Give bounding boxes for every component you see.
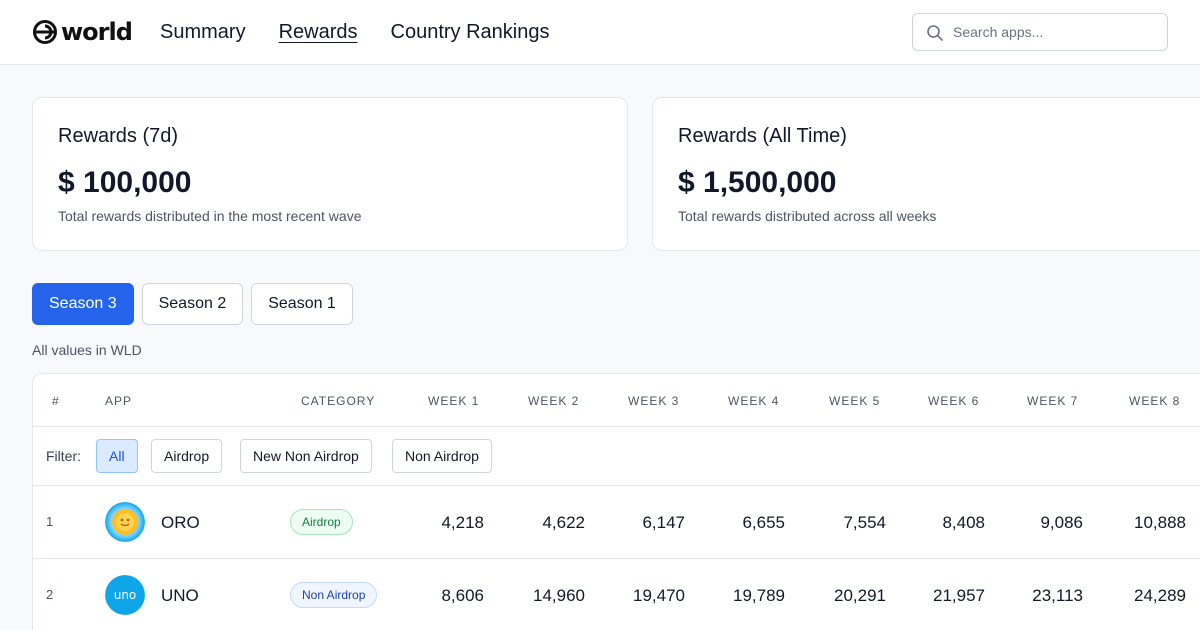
filter-bar: Filter: All Airdrop New Non Airdrop Non … — [33, 427, 1200, 486]
main-nav: Summary Rewards Country Rankings — [160, 19, 582, 45]
season-1-button[interactable]: Season 1 — [251, 283, 353, 325]
filter-non-airdrop-button[interactable]: Non Airdrop — [392, 439, 492, 473]
card-title: Rewards (7d) — [58, 125, 179, 147]
top-header: world Summary Rewards Country Rankings — [0, 0, 1200, 65]
filter-new-non-airdrop-button[interactable]: New Non Airdrop — [240, 439, 372, 473]
column-week-5: Week 5 — [829, 394, 881, 408]
season-tabs: Season 3 Season 2 Season 1 — [32, 283, 361, 325]
week-8-value: 10,888 — [1134, 513, 1186, 532]
table-row[interactable]: 2 uno UNO Non Airdrop 8,606 14,960 19,47… — [33, 559, 1200, 630]
column-week-4: Week 4 — [728, 394, 780, 408]
week-6-value: 21,957 — [933, 586, 985, 605]
search-input[interactable] — [953, 22, 1153, 42]
column-week-6: Week 6 — [928, 394, 980, 408]
column-week-2: Week 2 — [528, 394, 580, 408]
filter-airdrop-button[interactable]: Airdrop — [151, 439, 223, 473]
uno-app-icon: uno — [105, 575, 145, 615]
app-name[interactable]: ORO — [161, 513, 200, 532]
world-logo[interactable]: world — [32, 17, 133, 47]
card-description: Total rewards distributed in the most re… — [58, 208, 362, 224]
season-3-button[interactable]: Season 3 — [32, 283, 134, 325]
nav-rewards[interactable]: Rewards — [278, 21, 358, 43]
table-row[interactable]: 1 ORO Airdrop 4,218 4,622 6,147 6,655 7,… — [33, 486, 1200, 559]
column-rank: # — [52, 394, 60, 408]
week-5-value: 20,291 — [834, 586, 886, 605]
week-4-value: 19,789 — [733, 586, 785, 605]
filter-all-button[interactable]: All — [96, 439, 138, 473]
week-6-value: 8,408 — [942, 513, 985, 532]
row-rank: 2 — [46, 587, 54, 602]
card-description: Total rewards distributed across all wee… — [678, 208, 937, 224]
row-rank: 1 — [46, 514, 54, 529]
week-3-value: 6,147 — [642, 513, 685, 532]
column-week-1: Week 1 — [428, 394, 480, 408]
column-app: App — [105, 394, 133, 408]
search-box[interactable] — [912, 13, 1168, 51]
week-7-value: 9,086 — [1040, 513, 1083, 532]
nav-summary[interactable]: Summary — [160, 21, 246, 43]
filter-label: Filter: — [46, 448, 81, 464]
table-header: # App Category Week 1 Week 2 Week 3 Week… — [33, 374, 1200, 427]
card-value: $ 100,000 — [58, 166, 192, 199]
svg-text:uno: uno — [114, 588, 137, 602]
week-4-value: 6,655 — [742, 513, 785, 532]
card-title: Rewards (All Time) — [678, 125, 847, 147]
column-week-7: Week 7 — [1027, 394, 1079, 408]
rewards-all-time-card: Rewards (All Time) $ 1,500,000 Total rew… — [652, 97, 1200, 251]
week-7-value: 23,113 — [1032, 586, 1083, 605]
category-badge: Airdrop — [290, 509, 353, 535]
week-5-value: 7,554 — [843, 513, 886, 532]
app-name[interactable]: UNO — [161, 586, 199, 605]
search-icon — [927, 25, 943, 41]
rewards-table: # App Category Week 1 Week 2 Week 3 Week… — [32, 373, 1200, 630]
card-value: $ 1,500,000 — [678, 166, 837, 199]
rewards-7d-card: Rewards (7d) $ 100,000 Total rewards dis… — [32, 97, 628, 251]
week-8-value: 24,289 — [1134, 586, 1186, 605]
logo-text: world — [61, 18, 133, 46]
units-note: All values in WLD — [32, 342, 142, 358]
week-1-value: 8,606 — [441, 586, 484, 605]
category-badge: Non Airdrop — [290, 582, 378, 608]
column-category: Category — [301, 394, 376, 408]
week-2-value: 4,622 — [542, 513, 585, 532]
oro-app-icon — [105, 502, 145, 542]
column-week-8: Week 8 — [1129, 394, 1181, 408]
week-1-value: 4,218 — [441, 513, 484, 532]
world-logo-icon — [33, 20, 57, 44]
week-2-value: 14,960 — [533, 586, 585, 605]
season-2-button[interactable]: Season 2 — [141, 283, 244, 325]
column-week-3: Week 3 — [628, 394, 680, 408]
week-3-value: 19,470 — [633, 586, 685, 605]
nav-country-rankings[interactable]: Country Rankings — [390, 21, 550, 43]
